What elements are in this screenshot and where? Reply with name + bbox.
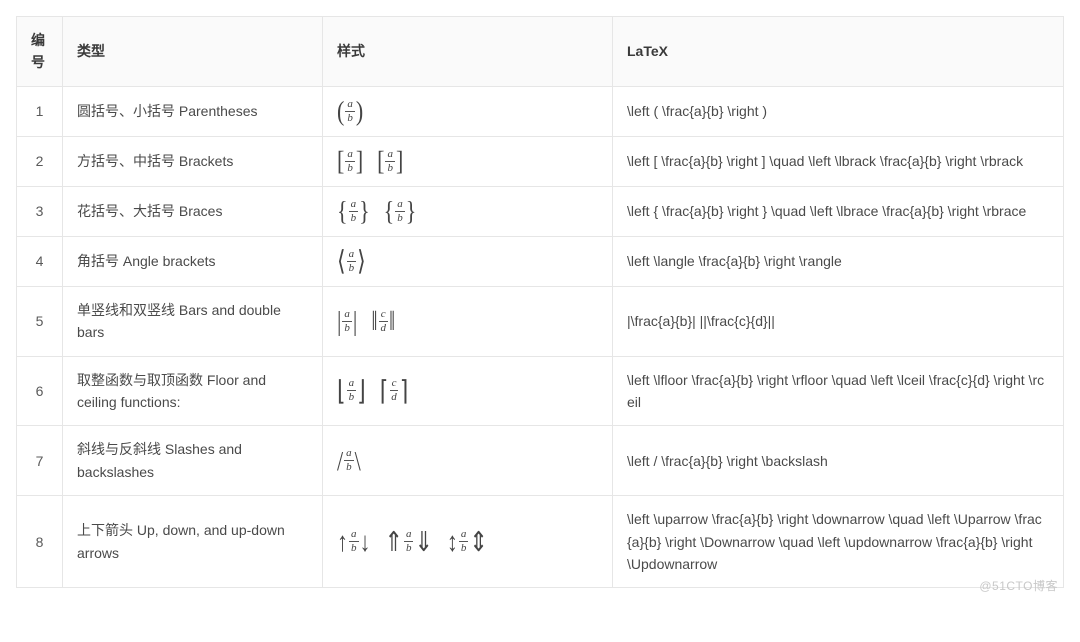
cell-type: 上下箭头 Up, down, and up-down arrows xyxy=(63,496,323,588)
cell-type: 单竖线和双竖线 Bars and double bars xyxy=(63,286,323,356)
cell-style: ⌊ab⌋ ⌈cd⌉ xyxy=(323,356,613,426)
cell-type: 花括号、大括号 Braces xyxy=(63,186,323,236)
fraction: ab xyxy=(349,529,359,554)
bracket-sample: /ab\ xyxy=(337,448,361,473)
col-header-type: 类型 xyxy=(63,17,323,87)
fraction: ab xyxy=(347,249,357,274)
cell-style: ⟨ab⟩ xyxy=(323,236,613,286)
watermark: @51CTO博客 xyxy=(979,577,1058,594)
cell-style: {ab} {ab} xyxy=(323,186,613,236)
table-row: 6取整函数与取顶函数 Floor and ceiling functions:⌊… xyxy=(17,356,1064,426)
fraction: ab xyxy=(349,199,359,224)
cell-style: |ab| ‖cd‖ xyxy=(323,286,613,356)
fraction: ab xyxy=(385,149,395,174)
table-row: 4角括号 Angle brackets ⟨ab⟩ \left \langle \fr… xyxy=(17,236,1064,286)
cell-latex: \left { \frac{a}{b} \right } \quad \left… xyxy=(613,186,1064,236)
bracket-sample: ↕ab⇕ xyxy=(447,529,488,554)
col-header-latex: LaTeX xyxy=(613,17,1064,87)
cell-num: 6 xyxy=(17,356,63,426)
fraction: ab xyxy=(342,309,352,334)
bracket-sample: ⌊ab⌋ xyxy=(337,378,366,403)
cell-style: /ab\ xyxy=(323,426,613,496)
cell-style: ↑ab↓ ⇑ab⇓ ↕ab⇕ xyxy=(323,496,613,588)
table-row: 1圆括号、小括号 Parentheses (ab) \left ( \frac{a}… xyxy=(17,86,1064,136)
fraction: ab xyxy=(344,448,354,473)
fraction: ab xyxy=(404,529,414,554)
cell-num: 4 xyxy=(17,236,63,286)
col-header-style: 样式 xyxy=(323,17,613,87)
table-row: 5单竖线和双竖线 Bars and double bars |ab| ‖cd‖ |\f… xyxy=(17,286,1064,356)
cell-style: [ab] [ab] xyxy=(323,136,613,186)
cell-type: 方括号、中括号 Brackets xyxy=(63,136,323,186)
bracket-sample: [ab] xyxy=(337,149,363,174)
fraction: cd xyxy=(389,378,399,403)
fraction: ab xyxy=(395,199,405,224)
bracket-sample: |ab| xyxy=(337,309,357,334)
table-row: 2方括号、中括号 Brackets [ab] [ab] \left [ \frac{a… xyxy=(17,136,1064,186)
table-row: 8上下箭头 Up, down, and up-down arrows ↑ab↓ ⇑a… xyxy=(17,496,1064,588)
table-header-row: 编号 类型 样式 LaTeX xyxy=(17,17,1064,87)
latex-brackets-table: 编号 类型 样式 LaTeX 1圆括号、小括号 Parentheses (ab) \… xyxy=(16,16,1064,588)
cell-num: 8 xyxy=(17,496,63,588)
cell-type: 圆括号、小括号 Parentheses xyxy=(63,86,323,136)
fraction: ab xyxy=(345,149,355,174)
bracket-sample: ⌈cd⌉ xyxy=(380,378,409,403)
bracket-sample: ‖cd‖ xyxy=(371,309,395,334)
bracket-sample: (ab) xyxy=(337,99,363,124)
cell-num: 2 xyxy=(17,136,63,186)
bracket-sample: ↑ab↓ xyxy=(337,529,371,554)
cell-latex: \left / \frac{a}{b} \right \backslash xyxy=(613,426,1064,496)
fraction: ab xyxy=(345,99,355,124)
cell-latex: \left \uparrow \frac{a}{b} \right \downa… xyxy=(613,496,1064,588)
fraction: ab xyxy=(347,378,357,403)
cell-latex: \left ( \frac{a}{b} \right ) xyxy=(613,86,1064,136)
fraction: cd xyxy=(379,309,389,334)
bracket-sample: ⇑ab⇓ xyxy=(385,529,433,554)
cell-latex: |\frac{a}{b}| ||\frac{c}{d}|| xyxy=(613,286,1064,356)
bracket-sample: {ab} xyxy=(337,199,370,224)
cell-type: 取整函数与取顶函数 Floor and ceiling functions: xyxy=(63,356,323,426)
table-row: 3花括号、大括号 Braces {ab} {ab} \left { \frac{a}{… xyxy=(17,186,1064,236)
cell-num: 7 xyxy=(17,426,63,496)
cell-latex: \left [ \frac{a}{b} \right ] \quad \left… xyxy=(613,136,1064,186)
cell-style: (ab) xyxy=(323,86,613,136)
cell-latex: \left \langle \frac{a}{b} \right \rangle xyxy=(613,236,1064,286)
bracket-sample: [ab] xyxy=(377,149,403,174)
cell-num: 1 xyxy=(17,86,63,136)
fraction: ab xyxy=(459,529,469,554)
bracket-sample: ⟨ab⟩ xyxy=(337,249,366,274)
cell-num: 5 xyxy=(17,286,63,356)
table-row: 7斜线与反斜线 Slashes and backslashes/ab\ \left… xyxy=(17,426,1064,496)
cell-type: 角括号 Angle brackets xyxy=(63,236,323,286)
cell-latex: \left \lfloor \frac{a}{b} \right \rfloor… xyxy=(613,356,1064,426)
bracket-sample: {ab} xyxy=(384,199,417,224)
col-header-num: 编号 xyxy=(17,17,63,87)
cell-num: 3 xyxy=(17,186,63,236)
cell-type: 斜线与反斜线 Slashes and backslashes xyxy=(63,426,323,496)
